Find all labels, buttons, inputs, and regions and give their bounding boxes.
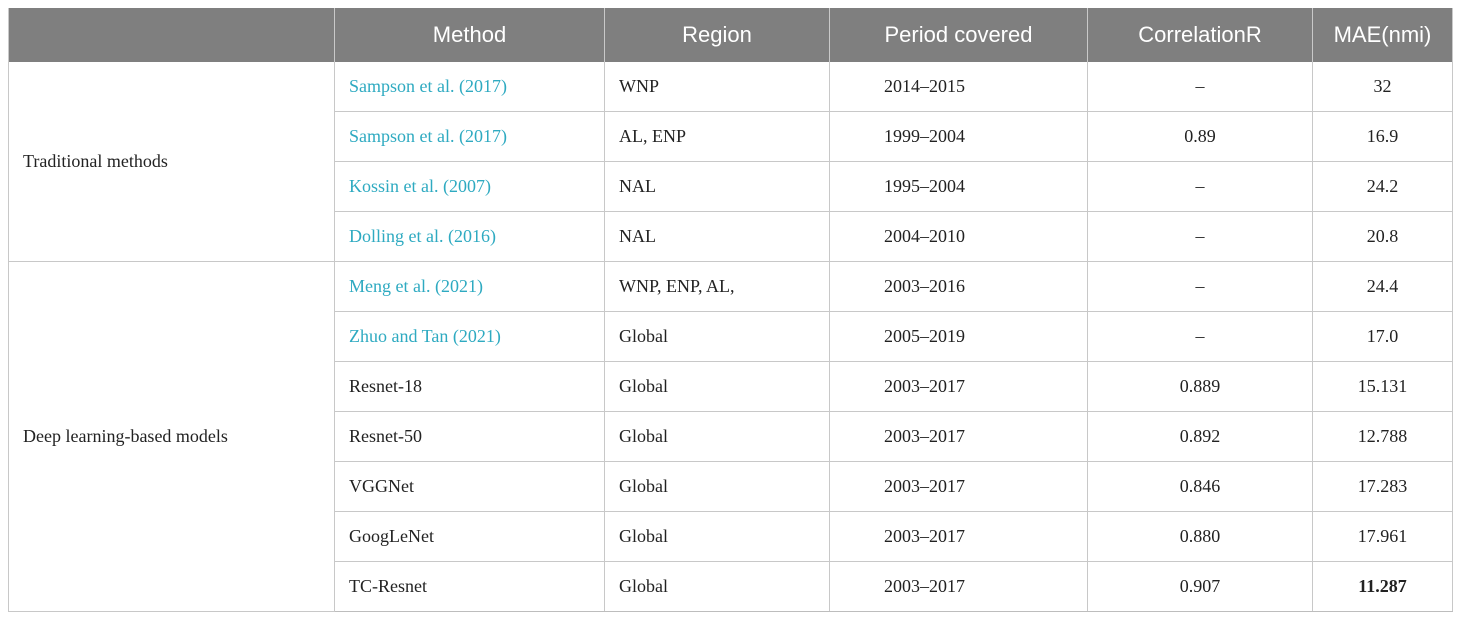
method-citation-link[interactable]: Meng et al. (2021) xyxy=(334,261,605,312)
mae-cell: 20.8 xyxy=(1312,211,1453,262)
correlation-cell: 0.880 xyxy=(1087,511,1313,562)
region-cell: NAL xyxy=(604,211,830,262)
correlation-cell: – xyxy=(1087,311,1313,362)
period-cell: 2014–2015 xyxy=(829,62,1088,112)
mae-cell: 17.283 xyxy=(1312,461,1453,512)
correlation-cell: 0.907 xyxy=(1087,561,1313,612)
header-method: Method xyxy=(334,8,605,62)
region-cell: AL, ENP xyxy=(604,111,830,162)
period-cell: 2003–2017 xyxy=(829,411,1088,462)
method-citation-link[interactable]: Dolling et al. (2016) xyxy=(334,211,605,262)
table-row: Zhuo and Tan (2021) Global 2005–2019–17.0 xyxy=(9,311,1453,362)
header-period: Period covered xyxy=(829,8,1088,62)
period-cell: 1995–2004 xyxy=(829,161,1088,212)
table-row: Resnet-50 Global 2003–2017 0.892 12.788 xyxy=(9,411,1453,462)
table-row: Dolling et al. (2016) NAL 2004–2010–20.8 xyxy=(9,211,1453,262)
region-cell: Global xyxy=(604,361,830,412)
table-row: GoogLeNet Global 2003–2017 0.880 17.961 xyxy=(9,511,1453,562)
period-cell: 2003–2016 xyxy=(829,261,1088,312)
method-citation-link[interactable]: Zhuo and Tan (2021) xyxy=(334,311,605,362)
mae-cell: 24.4 xyxy=(1312,261,1453,312)
correlation-cell: 0.846 xyxy=(1087,461,1313,512)
correlation-cell: – xyxy=(1087,62,1313,112)
mae-cell: 16.9 xyxy=(1312,111,1453,162)
method-name: VGGNet xyxy=(334,461,605,512)
correlation-cell: 0.892 xyxy=(1087,411,1313,462)
method-name: Resnet-18 xyxy=(334,361,605,412)
mae-cell: 12.788 xyxy=(1312,411,1453,462)
method-citation-link[interactable]: Sampson et al. (2017) xyxy=(334,111,605,162)
table-row: Deep learning-based models Meng et al. (2… xyxy=(8,261,1453,612)
region-cell: NAL xyxy=(604,161,830,212)
table-row: Resnet-18 Global 2003–2017 0.889 15.131 xyxy=(9,361,1453,412)
correlation-cell: – xyxy=(1087,211,1313,262)
table-row: Kossin et al. (2007) NAL 1995–2004–24.2 xyxy=(9,161,1453,212)
period-cell: 2003–2017 xyxy=(829,561,1088,612)
group-label: Deep learning-based models xyxy=(8,261,335,612)
method-name: TC-Resnet xyxy=(334,561,605,612)
period-cell: 2003–2017 xyxy=(829,461,1088,512)
correlation-cell: – xyxy=(1087,161,1313,212)
method-name: Resnet-50 xyxy=(334,411,605,462)
period-cell: 2003–2017 xyxy=(829,361,1088,412)
period-cell: 1999–2004 xyxy=(829,111,1088,162)
correlation-cell: 0.889 xyxy=(1087,361,1313,412)
mae-cell: 11.287 xyxy=(1312,561,1453,612)
region-cell: Global xyxy=(604,411,830,462)
period-cell: 2003–2017 xyxy=(829,511,1088,562)
header-region: Region xyxy=(604,8,830,62)
table-body: Traditional methods Sampson et al. (2017)… xyxy=(8,62,1453,612)
region-cell: Global xyxy=(604,311,830,362)
header-mae: MAE(nmi) xyxy=(1312,8,1453,62)
mae-cell: 15.131 xyxy=(1312,361,1453,412)
region-cell: Global xyxy=(604,511,830,562)
method-citation-link[interactable]: Sampson et al. (2017) xyxy=(334,62,605,112)
region-cell: WNP, ENP, AL, xyxy=(604,261,830,312)
region-cell: Global xyxy=(604,561,830,612)
mae-cell: 24.2 xyxy=(1312,161,1453,212)
table-row: VGGNet Global 2003–2017 0.846 17.283 xyxy=(9,461,1453,512)
group-label: Traditional methods xyxy=(8,62,335,262)
mae-cell: 17.961 xyxy=(1312,511,1453,562)
header-row: Method Region Period covered Correlation… xyxy=(8,8,1453,62)
region-cell: Global xyxy=(604,461,830,512)
region-cell: WNP xyxy=(604,62,830,112)
period-cell: 2004–2010 xyxy=(829,211,1088,262)
table-row: Sampson et al. (2017) AL, ENP 1999–2004 0.8… xyxy=(9,111,1453,162)
correlation-cell: 0.89 xyxy=(1087,111,1313,162)
table-row: TC-Resnet Global 2003–2017 0.907 11.287 xyxy=(9,561,1453,612)
correlation-cell: – xyxy=(1087,261,1313,312)
mae-cell: 17.0 xyxy=(1312,311,1453,362)
header-correlation: CorrelationR xyxy=(1087,8,1313,62)
header-group xyxy=(8,8,335,62)
mae-cell: 32 xyxy=(1312,62,1453,112)
method-name: GoogLeNet xyxy=(334,511,605,562)
table-row: Traditional methods Sampson et al. (2017)… xyxy=(8,62,1453,262)
results-table: Method Region Period covered Correlation… xyxy=(8,8,1453,612)
method-citation-link[interactable]: Kossin et al. (2007) xyxy=(334,161,605,212)
period-cell: 2005–2019 xyxy=(829,311,1088,362)
